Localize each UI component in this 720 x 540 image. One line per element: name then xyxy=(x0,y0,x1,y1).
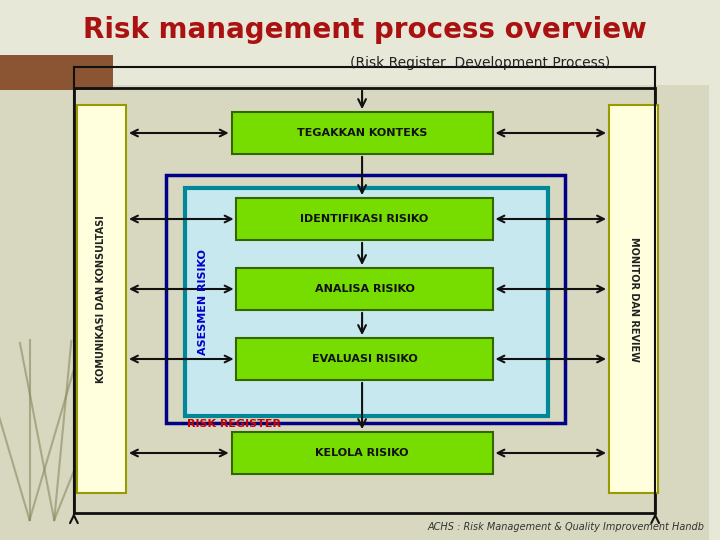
Text: MONITOR DAN REVIEW: MONITOR DAN REVIEW xyxy=(629,237,639,361)
Bar xyxy=(232,112,492,154)
Bar xyxy=(0,55,113,90)
Text: EVALUASI RISIKO: EVALUASI RISIKO xyxy=(312,354,418,364)
Text: KOMUNIKASI DAN KONSULTASI: KOMUNIKASI DAN KONSULTASI xyxy=(96,215,107,383)
Text: KELOLA RISIKO: KELOLA RISIKO xyxy=(315,448,409,458)
Text: Risk management process overview: Risk management process overview xyxy=(83,16,647,44)
Bar xyxy=(232,432,492,474)
Text: TEGAKKAN KONTEKS: TEGAKKAN KONTEKS xyxy=(297,128,427,138)
Bar xyxy=(0,85,709,540)
Bar xyxy=(185,188,548,416)
Bar xyxy=(236,268,492,310)
Bar xyxy=(77,105,126,493)
Text: (Risk Register  Development Process): (Risk Register Development Process) xyxy=(350,56,610,70)
Bar xyxy=(166,175,564,423)
Bar xyxy=(236,338,492,380)
Text: ACHS : Risk Management & Quality Improvement Handb: ACHS : Risk Management & Quality Improve… xyxy=(428,522,704,532)
Text: IDENTIFIKASI RISIKO: IDENTIFIKASI RISIKO xyxy=(300,214,428,224)
Bar xyxy=(236,198,492,240)
Text: ANALISA RISIKO: ANALISA RISIKO xyxy=(315,284,415,294)
Text: ASESMEN RISIKO: ASESMEN RISIKO xyxy=(198,249,208,355)
Text: RISK REGISTER: RISK REGISTER xyxy=(187,419,282,429)
Bar xyxy=(74,88,655,513)
Bar xyxy=(609,105,658,493)
